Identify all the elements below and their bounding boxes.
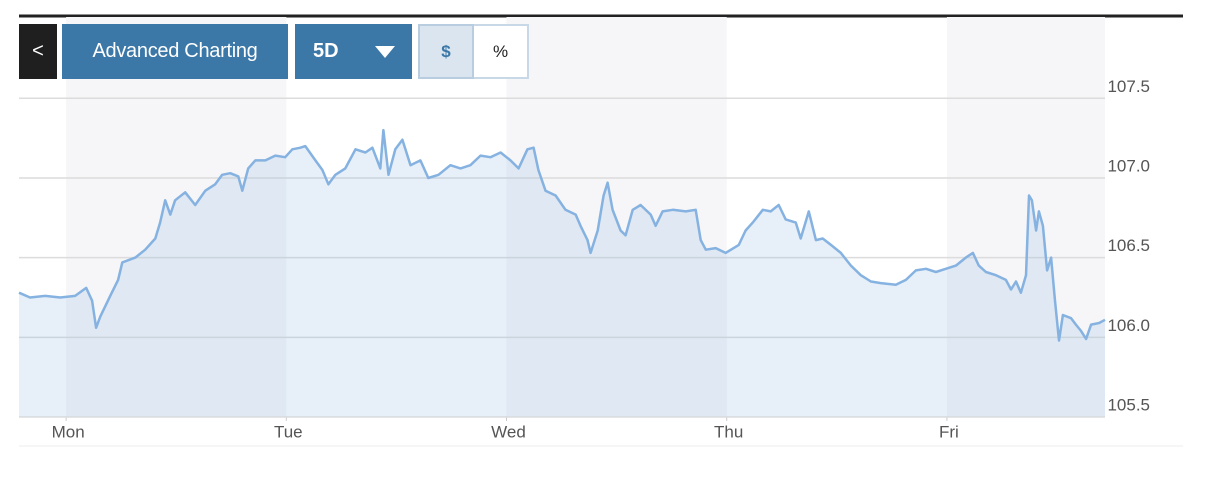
x-tick-label: Fri [939, 422, 959, 441]
back-button[interactable]: < [19, 24, 57, 79]
area-fill [19, 130, 1105, 417]
price-line [18, 128, 1106, 342]
x-tick-label: Tue [274, 422, 303, 441]
day-band [66, 17, 287, 417]
x-tick-label: Thu [714, 422, 743, 441]
x-tick-label: Mon [52, 422, 85, 441]
y-tick-label: 106.0 [1107, 316, 1150, 335]
y-tick-label: 105.5 [1107, 395, 1150, 414]
advanced-charting-button[interactable]: Advanced Charting [62, 24, 288, 79]
day-band [946, 17, 1105, 417]
x-tick-label: Wed [491, 422, 526, 441]
percent-toggle[interactable]: % [474, 24, 529, 79]
y-tick-label: 107.5 [1107, 77, 1150, 96]
y-tick-label: 106.5 [1107, 236, 1150, 255]
dropdown-arrow [375, 46, 395, 58]
range-dropdown[interactable]: 5D [295, 24, 412, 79]
dollar-toggle[interactable]: $ [418, 24, 474, 79]
y-tick-label: 107.0 [1107, 156, 1150, 175]
range-label: 5D [313, 40, 339, 62]
